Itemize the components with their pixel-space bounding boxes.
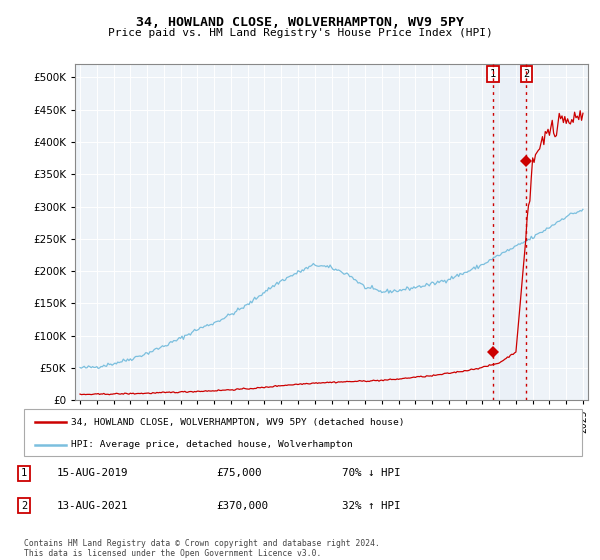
Bar <box>493 64 526 400</box>
Text: Price paid vs. HM Land Registry's House Price Index (HPI): Price paid vs. HM Land Registry's House … <box>107 28 493 38</box>
Text: 2: 2 <box>523 69 529 79</box>
Text: 2: 2 <box>21 501 27 511</box>
Text: £75,000: £75,000 <box>216 468 262 478</box>
Text: 1: 1 <box>21 468 27 478</box>
Text: 34, HOWLAND CLOSE, WOLVERHAMPTON, WV9 5PY (detached house): 34, HOWLAND CLOSE, WOLVERHAMPTON, WV9 5P… <box>71 418 405 427</box>
Text: HPI: Average price, detached house, Wolverhampton: HPI: Average price, detached house, Wolv… <box>71 440 353 449</box>
Text: 1: 1 <box>490 69 496 79</box>
Text: 13-AUG-2021: 13-AUG-2021 <box>57 501 128 511</box>
Text: 15-AUG-2019: 15-AUG-2019 <box>57 468 128 478</box>
Text: 32% ↑ HPI: 32% ↑ HPI <box>342 501 401 511</box>
Text: 34, HOWLAND CLOSE, WOLVERHAMPTON, WV9 5PY: 34, HOWLAND CLOSE, WOLVERHAMPTON, WV9 5P… <box>136 16 464 29</box>
Text: Contains HM Land Registry data © Crown copyright and database right 2024.
This d: Contains HM Land Registry data © Crown c… <box>24 539 380 558</box>
Text: £370,000: £370,000 <box>216 501 268 511</box>
Text: 70% ↓ HPI: 70% ↓ HPI <box>342 468 401 478</box>
